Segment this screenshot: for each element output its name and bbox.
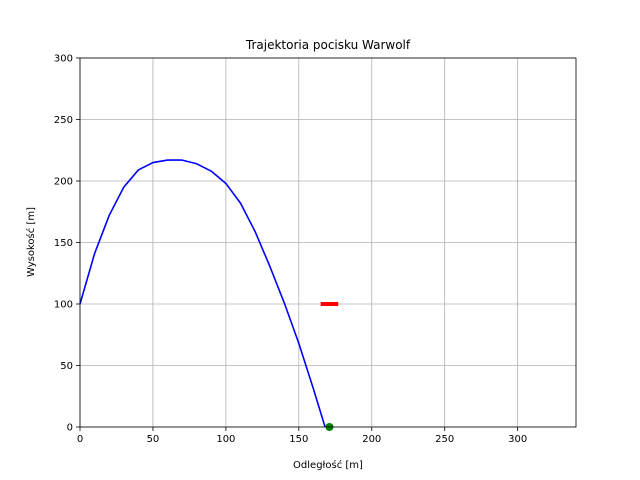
grid — [79, 57, 576, 428]
plot-area — [79, 159, 339, 431]
x-tick-label: 250 — [435, 434, 454, 445]
y-tick-label: 100 — [54, 300, 73, 311]
x-axis-label: Odległość [m] — [293, 459, 363, 471]
x-axis: 0 50 100 150 200 250 300 — [77, 427, 527, 445]
y-tick-label: 50 — [60, 361, 73, 372]
y-tick-label: 150 — [54, 238, 73, 249]
x-tick-label: 100 — [216, 434, 235, 445]
x-tick-label: 200 — [362, 434, 381, 445]
y-tick-label: 250 — [54, 115, 73, 126]
chart-title: Trajektoria pocisku Warwolf — [245, 38, 411, 52]
y-axis-label: Wysokość [m] — [25, 207, 37, 277]
x-tick-label: 300 — [508, 434, 527, 445]
x-tick-label: 150 — [289, 434, 308, 445]
y-tick-label: 200 — [54, 177, 73, 188]
x-tick-label: 50 — [147, 434, 160, 445]
y-axis: 0 50 100 150 200 250 300 — [54, 54, 80, 434]
y-tick-label: 300 — [54, 54, 73, 65]
y-tick-label: 0 — [67, 423, 73, 434]
x-tick-label: 0 — [77, 434, 83, 445]
trajectory-line — [79, 159, 326, 428]
